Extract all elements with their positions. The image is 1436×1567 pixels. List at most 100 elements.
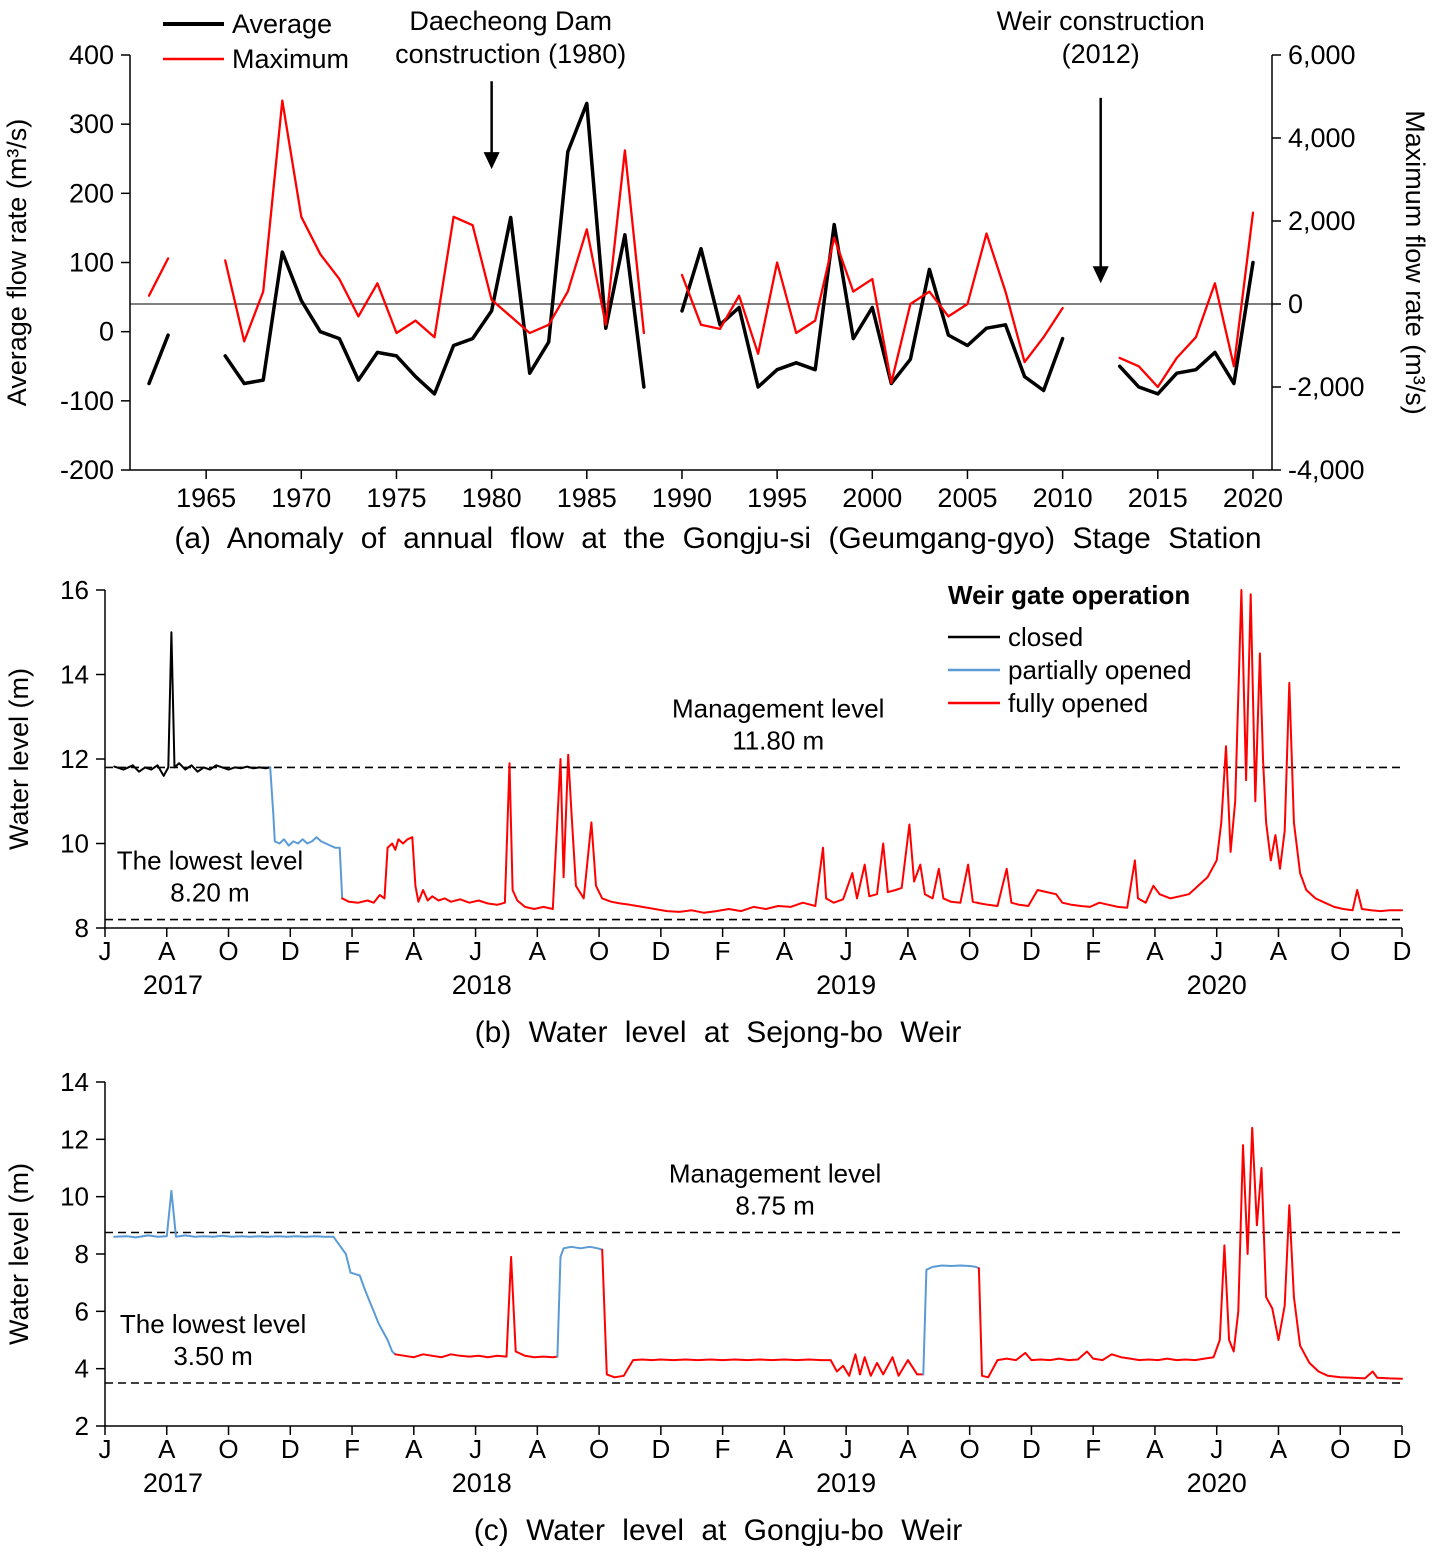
- svg-text:8.20 m: 8.20 m: [170, 878, 250, 908]
- svg-text:F: F: [1085, 936, 1101, 966]
- svg-text:4,000: 4,000: [1288, 123, 1356, 153]
- flow-anomaly-chart: -200 -100 0 100 200 300 400 -4,000 -2,000 0 2,000 4…: [2, 6, 1430, 512]
- svg-text:O: O: [218, 1434, 238, 1464]
- svg-text:O: O: [589, 1434, 609, 1464]
- svg-text:2020: 2020: [1187, 1468, 1247, 1498]
- svg-text:D: D: [281, 936, 300, 966]
- svg-text:12: 12: [60, 1124, 89, 1154]
- svg-text:1975: 1975: [366, 483, 426, 512]
- svg-text:A: A: [1146, 936, 1164, 966]
- svg-text:0: 0: [1288, 289, 1303, 319]
- svg-text:1985: 1985: [557, 483, 617, 512]
- svg-text:D: D: [281, 1434, 300, 1464]
- svg-text:2,000: 2,000: [1288, 206, 1356, 236]
- svg-text:1970: 1970: [271, 483, 331, 512]
- svg-text:D: D: [651, 1434, 670, 1464]
- svg-text:D: D: [1022, 1434, 1041, 1464]
- caption-a: (a) Anomaly of annual flow at the Gongju…: [174, 522, 1262, 555]
- svg-text:A: A: [529, 1434, 547, 1464]
- svg-text:-200: -200: [60, 455, 114, 485]
- svg-text:6,000: 6,000: [1288, 40, 1356, 70]
- svg-text:Water level (m): Water level (m): [4, 668, 34, 850]
- svg-text:A: A: [899, 1434, 917, 1464]
- gongju-weir-water-level-chart: 2 4 6 8 10 12 14 J A O D F A J A O D F A J A O D F A J A O D 2017 2018…: [4, 1067, 1412, 1498]
- svg-text:Maximum: Maximum: [232, 44, 349, 74]
- svg-text:2: 2: [75, 1411, 89, 1441]
- svg-text:12: 12: [60, 744, 89, 774]
- svg-text:The lowest level: The lowest level: [120, 1309, 306, 1339]
- svg-text:Daecheong Dam: Daecheong Dam: [409, 6, 612, 36]
- svg-text:10: 10: [60, 1182, 89, 1212]
- svg-text:construction (1980): construction (1980): [395, 39, 626, 69]
- svg-text:2020: 2020: [1187, 970, 1247, 1000]
- caption-c: (c) Water level at Gongju-bo Weir: [473, 1514, 963, 1547]
- svg-text:-4,000: -4,000: [1288, 455, 1365, 485]
- svg-text:2018: 2018: [452, 970, 512, 1000]
- svg-text:O: O: [218, 936, 238, 966]
- svg-text:A: A: [405, 1434, 423, 1464]
- svg-text:2015: 2015: [1128, 483, 1188, 512]
- svg-text:2018: 2018: [452, 1468, 512, 1498]
- svg-text:2005: 2005: [937, 483, 997, 512]
- svg-text:J: J: [1210, 1434, 1223, 1464]
- svg-text:J: J: [840, 936, 853, 966]
- svg-text:D: D: [1393, 1434, 1412, 1464]
- svg-text:partially opened: partially opened: [1008, 655, 1192, 685]
- svg-text:2000: 2000: [842, 483, 902, 512]
- svg-text:A: A: [1270, 936, 1288, 966]
- svg-text:A: A: [899, 936, 917, 966]
- svg-text:300: 300: [69, 109, 114, 139]
- svg-text:F: F: [344, 936, 360, 966]
- svg-text:J: J: [99, 1434, 112, 1464]
- svg-text:2019: 2019: [816, 1468, 876, 1498]
- svg-text:O: O: [1330, 936, 1350, 966]
- svg-text:14: 14: [60, 1067, 89, 1097]
- svg-text:A: A: [529, 936, 547, 966]
- svg-text:J: J: [1210, 936, 1223, 966]
- svg-text:-2,000: -2,000: [1288, 372, 1365, 402]
- svg-text:O: O: [1330, 1434, 1350, 1464]
- svg-text:3.50 m: 3.50 m: [173, 1341, 253, 1371]
- svg-text:D: D: [1393, 936, 1412, 966]
- svg-text:2020: 2020: [1223, 483, 1283, 512]
- svg-text:Management level: Management level: [669, 1159, 881, 1189]
- svg-text:200: 200: [69, 178, 114, 208]
- svg-text:J: J: [469, 936, 482, 966]
- svg-text:fully opened: fully opened: [1008, 688, 1148, 718]
- svg-text:2017: 2017: [143, 1468, 203, 1498]
- svg-text:Weir gate operation: Weir gate operation: [948, 580, 1190, 610]
- svg-text:1980: 1980: [462, 483, 522, 512]
- sejong-weir-water-level-chart: 8 10 12 14 16 J A O D F A J A O D F A J A O D F A J A O D 2017 2018 2…: [4, 575, 1412, 1000]
- svg-text:(2012): (2012): [1062, 39, 1140, 69]
- svg-text:J: J: [840, 1434, 853, 1464]
- svg-text:O: O: [589, 936, 609, 966]
- svg-text:F: F: [715, 936, 731, 966]
- svg-text:1990: 1990: [652, 483, 712, 512]
- svg-text:8: 8: [75, 913, 89, 943]
- svg-text:A: A: [1270, 1434, 1288, 1464]
- svg-text:O: O: [960, 936, 980, 966]
- svg-text:8: 8: [75, 1239, 89, 1269]
- svg-text:2010: 2010: [1033, 483, 1093, 512]
- svg-text:10: 10: [60, 829, 89, 859]
- svg-text:2017: 2017: [143, 970, 203, 1000]
- svg-text:A: A: [776, 936, 794, 966]
- svg-text:Water level (m): Water level (m): [4, 1163, 34, 1345]
- svg-text:The lowest level: The lowest level: [117, 846, 303, 876]
- svg-text:D: D: [651, 936, 670, 966]
- svg-text:Maximum flow rate (m³/s): Maximum flow rate (m³/s): [1400, 110, 1430, 415]
- svg-text:-100: -100: [60, 386, 114, 416]
- svg-text:14: 14: [60, 660, 89, 690]
- svg-text:8.75 m: 8.75 m: [735, 1191, 815, 1221]
- svg-text:F: F: [344, 1434, 360, 1464]
- caption-b: (b) Water level at Sejong-bo Weir: [474, 1016, 962, 1049]
- svg-text:O: O: [960, 1434, 980, 1464]
- svg-text:Management level: Management level: [672, 693, 884, 723]
- svg-text:Average: Average: [232, 9, 332, 39]
- svg-text:A: A: [1146, 1434, 1164, 1464]
- svg-text:0: 0: [99, 317, 114, 347]
- svg-text:A: A: [158, 936, 176, 966]
- svg-text:F: F: [1085, 1434, 1101, 1464]
- svg-text:closed: closed: [1008, 622, 1083, 652]
